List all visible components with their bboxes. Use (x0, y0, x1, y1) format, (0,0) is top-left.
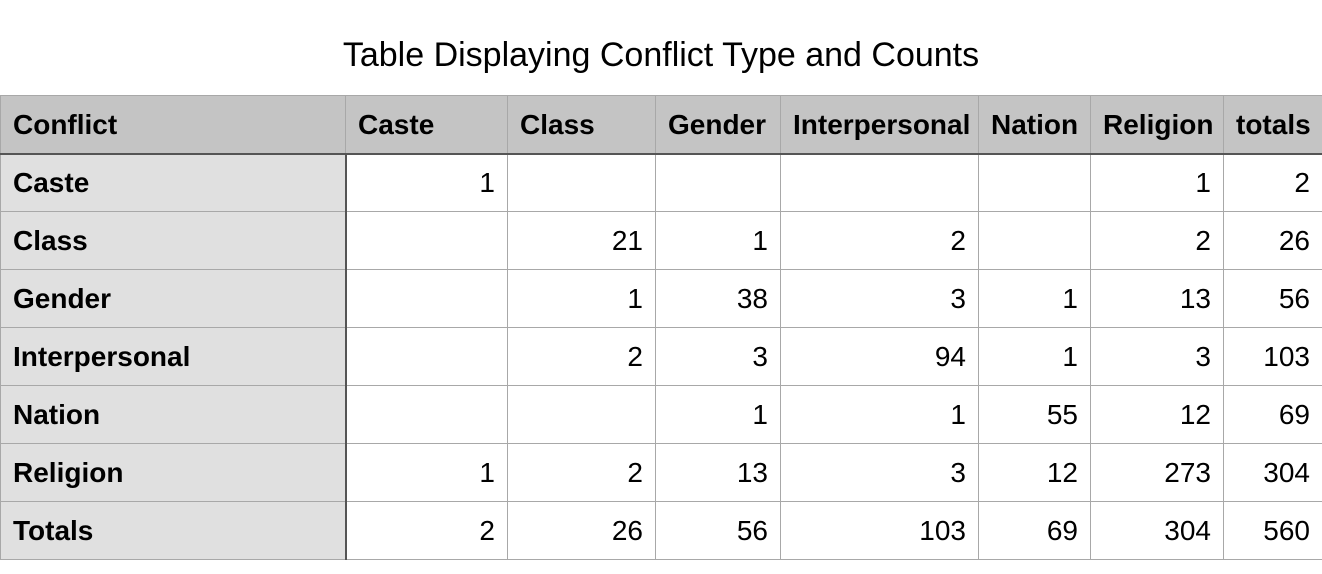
table-cell: 3 (780, 443, 979, 502)
row-header: Totals (0, 501, 347, 560)
table-row: Nation 1 1 55 12 69 (0, 385, 1322, 444)
table-cell: 2 (507, 443, 656, 502)
table-cell: 2 (507, 327, 656, 386)
column-header: Religion (1090, 95, 1224, 155)
table-cell (345, 211, 508, 270)
table-row: Religion 1 2 13 3 12 273 304 (0, 443, 1322, 502)
table-cell (978, 153, 1091, 212)
row-header: Interpersonal (0, 327, 347, 386)
table-cell: 1 (978, 327, 1091, 386)
table-cell: 560 (1223, 501, 1322, 560)
table-cell: 2 (1223, 153, 1322, 212)
column-header: totals (1223, 95, 1322, 155)
table-cell (978, 211, 1091, 270)
table-cell: 56 (655, 501, 781, 560)
table-cell: 56 (1223, 269, 1322, 328)
table-cell (507, 385, 656, 444)
column-header: Class (507, 95, 656, 155)
row-header: Caste (0, 153, 347, 212)
table-cell: 26 (507, 501, 656, 560)
table-cell: 12 (978, 443, 1091, 502)
table-body: Caste 1 1 2 Class 21 1 2 2 26 Gender 1 38 3 1 13 56 Inter… (0, 153, 1322, 560)
table-cell: 2 (345, 501, 508, 560)
table-cell: 1 (1090, 153, 1224, 212)
row-header: Nation (0, 385, 347, 444)
table-cell: 1 (978, 269, 1091, 328)
table-cell (655, 153, 781, 212)
table-cell: 103 (780, 501, 979, 560)
table-row: Gender 1 38 3 1 13 56 (0, 269, 1322, 328)
table-cell: 273 (1090, 443, 1224, 502)
table-cell: 2 (780, 211, 979, 270)
row-header: Religion (0, 443, 347, 502)
table-cell (780, 153, 979, 212)
table-cell: 55 (978, 385, 1091, 444)
table-row: Totals 2 26 56 103 69 304 560 (0, 501, 1322, 560)
table-cell: 1 (345, 153, 508, 212)
table-row: Class 21 1 2 2 26 (0, 211, 1322, 270)
table-cell: 103 (1223, 327, 1322, 386)
table-cell: 69 (1223, 385, 1322, 444)
table-cell (345, 385, 508, 444)
table-cell: 2 (1090, 211, 1224, 270)
table-title: Table Displaying Conflict Type and Count… (342, 36, 980, 74)
table-cell: 13 (1090, 269, 1224, 328)
table-cell: 69 (978, 501, 1091, 560)
row-header: Gender (0, 269, 347, 328)
table-cell: 13 (655, 443, 781, 502)
table-cell (507, 153, 656, 212)
table-cell: 3 (1090, 327, 1224, 386)
table-cell: 1 (655, 211, 781, 270)
header-row: Conflict Caste Class Gender Interpersona… (0, 95, 1322, 155)
column-header: Interpersonal (780, 95, 979, 155)
table-cell: 304 (1090, 501, 1224, 560)
column-header: Gender (655, 95, 781, 155)
table-cell: 304 (1223, 443, 1322, 502)
row-header: Class (0, 211, 347, 270)
conflict-table: Conflict Caste Class Gender Interpersona… (0, 95, 1322, 560)
table-cell: 3 (780, 269, 979, 328)
table-cell: 38 (655, 269, 781, 328)
table-cell: 26 (1223, 211, 1322, 270)
column-header: Caste (345, 95, 508, 155)
table-cell: 12 (1090, 385, 1224, 444)
table-cell: 1 (780, 385, 979, 444)
table-cell: 3 (655, 327, 781, 386)
table-cell: 21 (507, 211, 656, 270)
table-cell: 1 (345, 443, 508, 502)
table-row: Caste 1 1 2 (0, 153, 1322, 212)
table-cell (345, 269, 508, 328)
corner-header: Conflict (0, 95, 346, 155)
column-header: Nation (978, 95, 1091, 155)
table-row: Interpersonal 2 3 94 1 3 103 (0, 327, 1322, 386)
table-cell (345, 327, 508, 386)
table-cell: 1 (507, 269, 656, 328)
table-cell: 94 (780, 327, 979, 386)
table-cell: 1 (655, 385, 781, 444)
